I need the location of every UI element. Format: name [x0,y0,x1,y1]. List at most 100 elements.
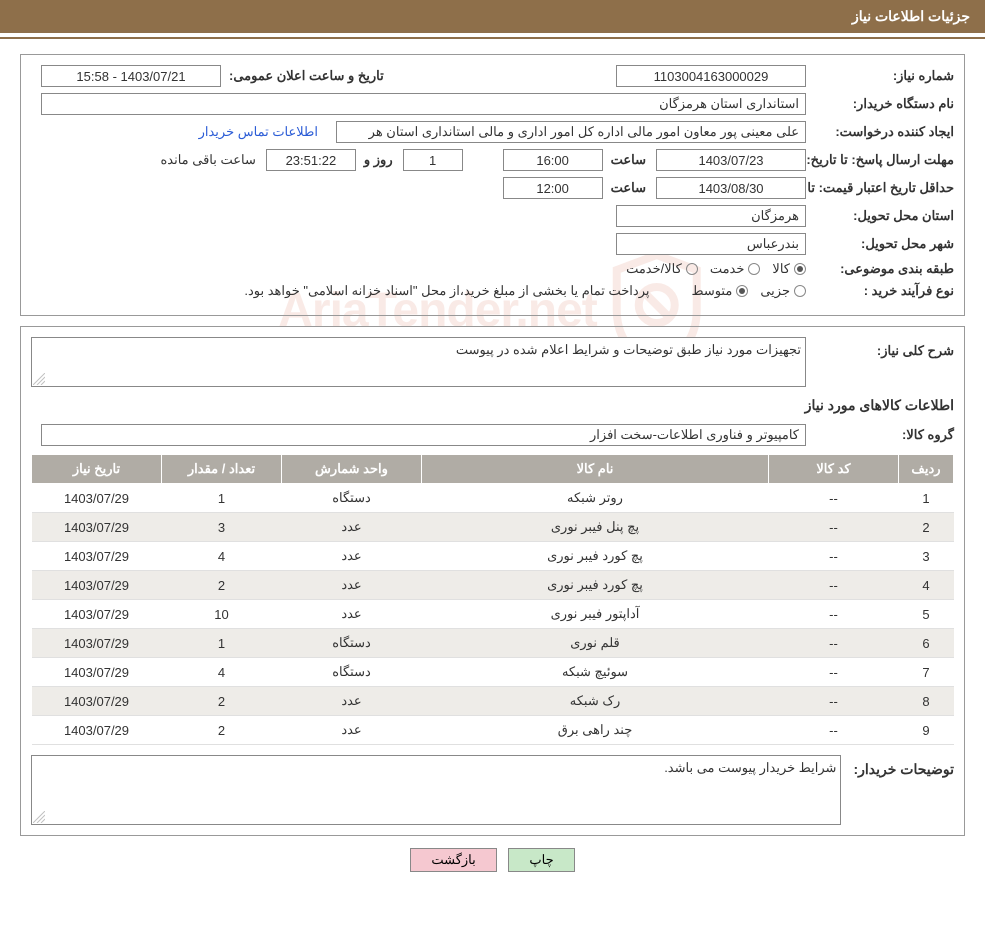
general-desc-label: شرح کلی نیاز: [814,337,954,359]
table-cell: 1403/07/29 [32,629,162,658]
deadline-date: 1403/07/23 [656,149,806,171]
resize-handle-icon [33,811,45,823]
remain-days: 1 [403,149,463,171]
radio-goods[interactable]: کالا [772,261,806,277]
table-cell: دستگاه [282,484,422,513]
remain-time: 23:51:22 [266,149,356,171]
table-cell: 1 [162,629,282,658]
requester-value: علی معینی پور معاون امور مالی اداره کل ا… [336,121,806,143]
radio-goods-service[interactable]: کالا/خدمت [626,261,698,277]
table-cell: عدد [282,571,422,600]
time-label-2: ساعت [611,180,646,196]
table-row: 3--پچ کورد فیبر نوریعدد41403/07/29 [32,542,954,571]
table-cell: 1403/07/29 [32,658,162,687]
price-validity-label: حداقل تاریخ اعتبار قیمت: تا تاریخ: [814,180,954,196]
price-time: 12:00 [503,177,603,199]
category-label: طبقه بندی موضوعی: [814,261,954,277]
table-row: 4--پچ کورد فیبر نوریعدد21403/07/29 [32,571,954,600]
table-cell: 1 [162,484,282,513]
price-date: 1403/08/30 [656,177,806,199]
radio-goods-dot [794,263,806,275]
table-cell: 1403/07/29 [32,571,162,600]
province-label: استان محل تحویل: [814,208,954,224]
page-title-bar: جزئیات اطلاعات نیاز [0,0,985,33]
radio-medium-dot [736,285,748,297]
table-row: 5--آداپتور فیبر نوریعدد101403/07/29 [32,600,954,629]
table-cell: عدد [282,687,422,716]
announce-value: 1403/07/21 - 15:58 [41,65,221,87]
table-row: 9--چند راهی برقعدد21403/07/29 [32,716,954,745]
table-cell: 3 [899,542,954,571]
table-cell: 2 [162,687,282,716]
table-cell: 2 [162,571,282,600]
table-cell: پچ پنل فیبر نوری [422,513,769,542]
table-cell: عدد [282,542,422,571]
back-button[interactable]: بازگشت [410,848,496,872]
table-row: 7--سوئیچ شبکهدستگاه41403/07/29 [32,658,954,687]
payment-note: پرداخت تمام یا بخشی از مبلغ خرید،از محل … [244,283,649,299]
radio-minor[interactable]: جزیی [760,283,806,299]
th-name: نام کالا [422,455,769,484]
table-cell: 1403/07/29 [32,716,162,745]
need-number-value: 1103004163000029 [616,65,806,87]
radio-minor-dot [794,285,806,297]
announce-label: تاریخ و ساعت اعلان عمومی: [229,68,384,84]
buyer-notes-label: توضیحات خریدار: [853,755,954,778]
th-unit: واحد شمارش [282,455,422,484]
general-desc-textarea[interactable]: تجهیزات مورد نیاز طبق توضیحات و شرایط اع… [31,337,806,387]
time-label-1: ساعت [611,152,646,168]
table-cell: قلم نوری [422,629,769,658]
radio-goods-service-dot [686,263,698,275]
table-cell: 4 [162,542,282,571]
table-cell: -- [769,600,899,629]
table-cell: روتر شبکه [422,484,769,513]
table-cell: 1403/07/29 [32,600,162,629]
items-table: ردیف کد کالا نام کالا واحد شمارش تعداد /… [31,454,954,745]
table-cell: -- [769,658,899,687]
table-cell: دستگاه [282,658,422,687]
table-cell: عدد [282,716,422,745]
table-cell: دستگاه [282,629,422,658]
table-cell: 4 [162,658,282,687]
radio-medium[interactable]: متوسط [691,283,748,299]
table-cell: 7 [899,658,954,687]
process-type-label: نوع فرآیند خرید : [814,283,954,299]
print-button[interactable]: چاپ [508,848,574,872]
items-frame: شرح کلی نیاز: تجهیزات مورد نیاز طبق توضی… [20,326,965,836]
requester-label: ایجاد کننده درخواست: [814,124,954,140]
resize-handle-icon [33,373,45,385]
table-cell: -- [769,513,899,542]
table-cell: -- [769,629,899,658]
day-and-label: روز و [364,152,393,168]
deadline-label: مهلت ارسال پاسخ: تا تاریخ: [814,152,954,168]
buyer-contact-link[interactable]: اطلاعات تماس خریدار [199,124,318,140]
button-row: چاپ بازگشت [0,848,985,872]
th-row: ردیف [899,455,954,484]
table-cell: 3 [162,513,282,542]
buyer-org-value: استانداری استان هرمزگان [41,93,806,115]
table-row: 1--روتر شبکهدستگاه11403/07/29 [32,484,954,513]
table-cell: عدد [282,600,422,629]
table-cell: رک شبکه [422,687,769,716]
table-cell: پچ کورد فیبر نوری [422,542,769,571]
table-cell: 6 [899,629,954,658]
table-cell: آداپتور فیبر نوری [422,600,769,629]
table-cell: 1403/07/29 [32,687,162,716]
group-value: کامپیوتر و فناوری اطلاعات-سخت افزار [41,424,806,446]
buyer-notes-textarea[interactable]: شرایط خریدار پیوست می باشد. [31,755,841,825]
group-label: گروه کالا: [814,427,954,443]
buyer-org-label: نام دستگاه خریدار: [814,96,954,112]
table-cell: -- [769,716,899,745]
header-divider [0,37,985,39]
table-cell: 9 [899,716,954,745]
table-cell: 2 [162,716,282,745]
table-row: 8--رک شبکهعدد21403/07/29 [32,687,954,716]
table-cell: -- [769,571,899,600]
table-cell: چند راهی برق [422,716,769,745]
th-code: کد کالا [769,455,899,484]
table-cell: 1403/07/29 [32,484,162,513]
th-qty: تعداد / مقدار [162,455,282,484]
table-cell: 2 [899,513,954,542]
remain-suffix: ساعت باقی مانده [160,152,255,168]
radio-service[interactable]: خدمت [710,261,761,277]
